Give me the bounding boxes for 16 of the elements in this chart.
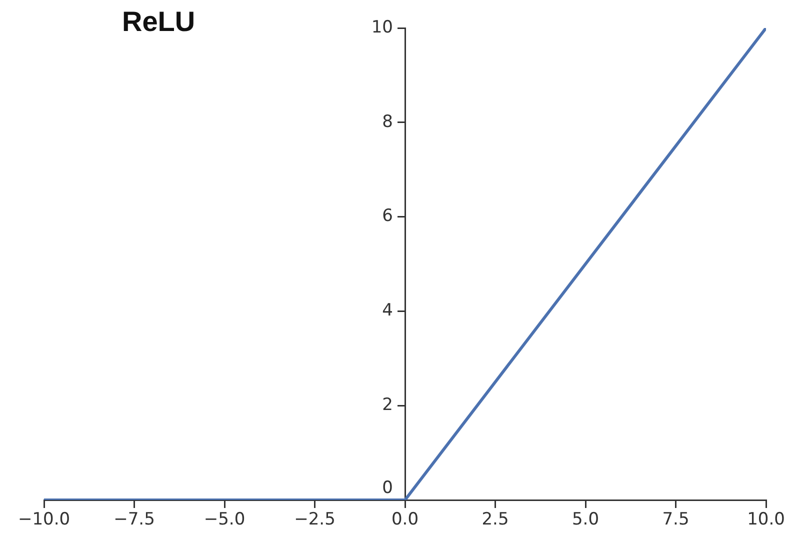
x-tick-label: 7.5 (662, 510, 690, 530)
y-tick-label: 10 (371, 17, 393, 38)
chart-title: ReLU (122, 6, 196, 38)
x-tick-label: −2.5 (294, 510, 336, 530)
y-tick-label: 8 (382, 112, 393, 132)
y-tick-label: 0 (382, 478, 393, 498)
x-tick-label: −7.5 (114, 510, 155, 530)
x-tick-label: 5.0 (572, 510, 600, 530)
x-tick-label: −10.0 (18, 510, 70, 530)
x-tick-label: −5.0 (204, 510, 246, 530)
y-tick-label: 2 (382, 395, 393, 416)
y-tick-label: 4 (382, 300, 393, 321)
y-tick-label: 6 (382, 206, 393, 226)
x-tick-label: 10.0 (747, 510, 785, 530)
x-tick-label: 2.5 (482, 510, 509, 530)
x-tick-label: 0.0 (391, 510, 419, 530)
